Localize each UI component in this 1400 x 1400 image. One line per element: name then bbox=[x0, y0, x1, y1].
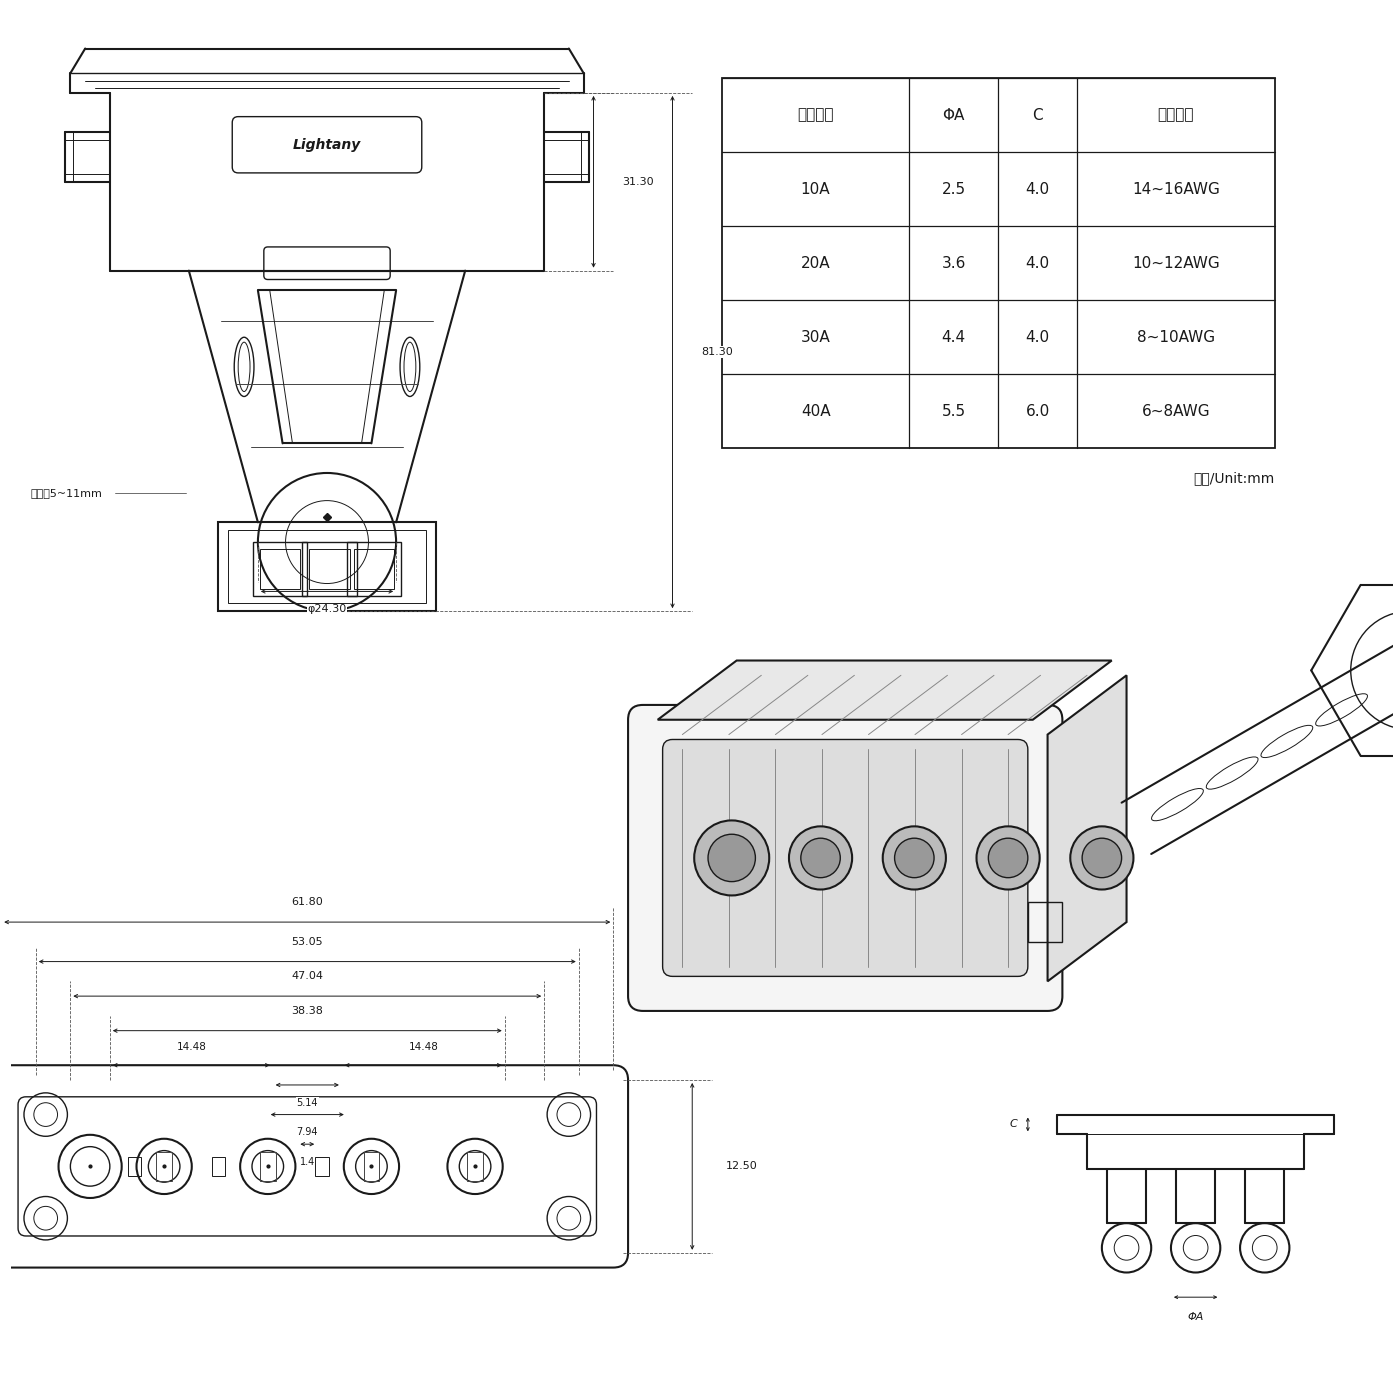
Circle shape bbox=[1070, 826, 1134, 889]
Text: 40A: 40A bbox=[801, 403, 830, 419]
Text: Lightany: Lightany bbox=[293, 137, 361, 151]
Text: 4.0: 4.0 bbox=[1026, 330, 1050, 344]
Text: 6~8AWG: 6~8AWG bbox=[1141, 403, 1210, 419]
Text: 5.5: 5.5 bbox=[942, 403, 966, 419]
Bar bbox=[157, 1152, 172, 1182]
FancyBboxPatch shape bbox=[662, 739, 1028, 976]
Text: 30A: 30A bbox=[801, 330, 830, 344]
Text: C: C bbox=[1009, 1120, 1016, 1130]
Text: 14.48: 14.48 bbox=[176, 1043, 206, 1053]
Text: 31.30: 31.30 bbox=[622, 176, 654, 186]
Text: 单位/Unit:mm: 单位/Unit:mm bbox=[1193, 470, 1274, 484]
Bar bbox=[211, 1156, 225, 1176]
Text: 出线兰5~11mm: 出线兰5~11mm bbox=[31, 487, 102, 498]
Circle shape bbox=[895, 839, 934, 878]
FancyBboxPatch shape bbox=[629, 706, 1063, 1011]
Bar bbox=[315, 1156, 329, 1176]
Text: 4.0: 4.0 bbox=[1026, 182, 1050, 196]
Circle shape bbox=[977, 826, 1040, 889]
Bar bbox=[260, 1152, 276, 1182]
Text: 10A: 10A bbox=[801, 182, 830, 196]
Text: 61.80: 61.80 bbox=[291, 897, 323, 907]
Text: 8~10AWG: 8~10AWG bbox=[1137, 330, 1215, 344]
Text: 47.04: 47.04 bbox=[291, 972, 323, 981]
Bar bbox=[364, 1152, 379, 1182]
Bar bbox=[228, 531, 426, 603]
Bar bbox=[218, 522, 435, 612]
Circle shape bbox=[790, 826, 853, 889]
Text: φ24.30: φ24.30 bbox=[308, 605, 347, 615]
Circle shape bbox=[708, 834, 756, 882]
Text: C: C bbox=[1032, 108, 1043, 123]
Text: 线材规格: 线材规格 bbox=[1158, 108, 1194, 123]
Bar bbox=[722, 78, 1274, 448]
Text: 20A: 20A bbox=[801, 256, 830, 270]
Bar bbox=[260, 549, 301, 589]
Text: 81.30: 81.30 bbox=[701, 347, 732, 357]
Circle shape bbox=[883, 826, 946, 889]
Text: 38.38: 38.38 bbox=[291, 1007, 323, 1016]
Text: 2.5: 2.5 bbox=[942, 182, 966, 196]
Bar bbox=[127, 1156, 141, 1176]
Bar bbox=[1028, 903, 1063, 942]
Text: 6.0: 6.0 bbox=[1026, 403, 1050, 419]
Circle shape bbox=[1082, 839, 1121, 878]
Text: 53.05: 53.05 bbox=[291, 937, 323, 946]
Text: 7.94: 7.94 bbox=[297, 1127, 318, 1137]
Text: 4.0: 4.0 bbox=[1026, 256, 1050, 270]
Text: 10~12AWG: 10~12AWG bbox=[1133, 256, 1219, 270]
Text: ΦA: ΦA bbox=[942, 108, 965, 123]
Polygon shape bbox=[1047, 675, 1127, 981]
Circle shape bbox=[988, 839, 1028, 878]
Bar bbox=[309, 549, 350, 589]
Bar bbox=[302, 542, 357, 596]
Text: 1.4: 1.4 bbox=[300, 1156, 315, 1168]
Circle shape bbox=[694, 820, 769, 896]
Text: 12.50: 12.50 bbox=[725, 1162, 757, 1172]
Text: 14.48: 14.48 bbox=[409, 1043, 438, 1053]
Bar bbox=[347, 542, 400, 596]
Text: 4.4: 4.4 bbox=[942, 330, 966, 344]
Circle shape bbox=[801, 839, 840, 878]
Bar bbox=[253, 542, 307, 596]
Polygon shape bbox=[658, 661, 1112, 720]
Text: ΦA: ΦA bbox=[1187, 1312, 1204, 1322]
Text: 额定电流: 额定电流 bbox=[798, 108, 834, 123]
Text: 14~16AWG: 14~16AWG bbox=[1133, 182, 1219, 196]
Text: 3.6: 3.6 bbox=[942, 256, 966, 270]
Bar bbox=[468, 1152, 483, 1182]
Bar bbox=[354, 549, 395, 589]
Text: 5.14: 5.14 bbox=[297, 1098, 318, 1107]
